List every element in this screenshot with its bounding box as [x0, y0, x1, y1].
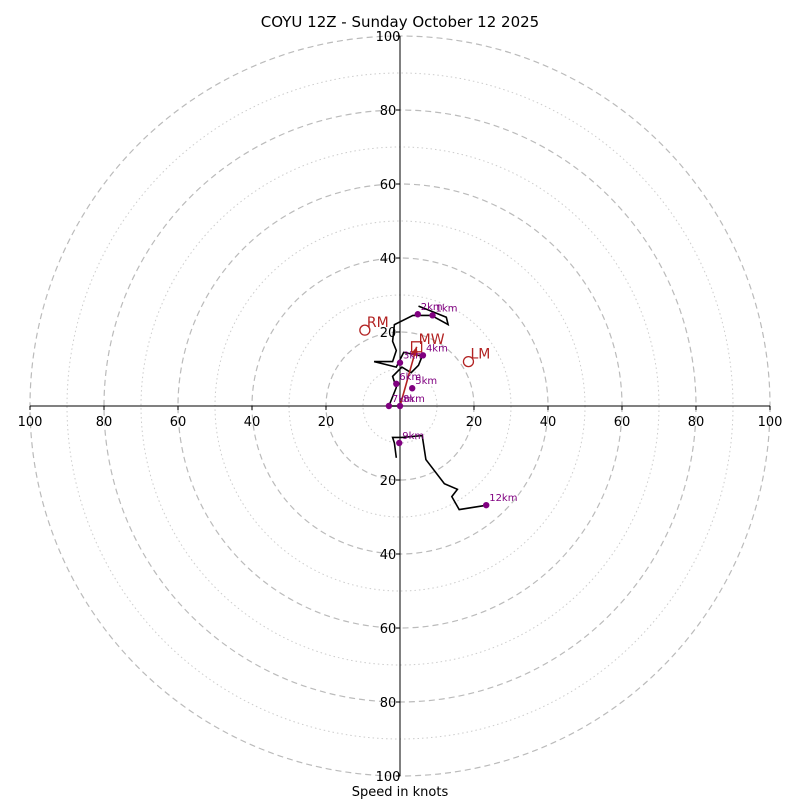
- height-label-9km: 9km: [402, 431, 424, 442]
- y-tick-label: 80: [380, 696, 397, 711]
- height-point-1km: [429, 312, 436, 319]
- y-tick-label: 20: [380, 474, 397, 489]
- height-label-8km: 8km: [403, 394, 425, 405]
- tick-labels: 100 80 60 40 20 20 40 60 80 100 100 80 60 40 20 20 40 60 8…: [18, 30, 783, 785]
- x-tick-label: 20: [466, 415, 483, 430]
- height-point-9km: [396, 439, 403, 447]
- x-tick-label: 20: [318, 415, 335, 430]
- hodograph-trace: [373, 305, 488, 511]
- height-point-5km: [409, 385, 416, 392]
- y-tick-label: 100: [376, 770, 401, 785]
- x-tick-label: 80: [96, 415, 113, 430]
- height-label-6km: 6km: [399, 372, 421, 383]
- chart-title: COYU 12Z - Sunday October 12 2025: [261, 13, 539, 31]
- marker-label-lm: LM: [470, 347, 490, 363]
- hodograph-line-lower: [391, 434, 488, 511]
- height-label-2km: 2km: [421, 302, 443, 313]
- height-point-6km: [393, 380, 400, 387]
- x-tick-label: 100: [758, 415, 783, 430]
- x-tick-label: 80: [688, 415, 705, 430]
- x-tick-label: 40: [540, 415, 557, 430]
- height-point-3km: [396, 359, 404, 366]
- x-tick-label: 60: [170, 415, 187, 430]
- height-point-2km: [414, 311, 421, 318]
- hodograph-line-upper: [373, 305, 450, 407]
- y-tick-label: 40: [380, 252, 397, 267]
- x-tick-label: 60: [614, 415, 631, 430]
- marker-label-mw: MW: [419, 332, 445, 348]
- height-label-1km: 1km: [436, 303, 458, 314]
- marker-label-rm: RM: [367, 315, 389, 331]
- y-tick-label: 20: [380, 326, 397, 341]
- marker-rm: [359, 324, 371, 336]
- y-tick-label: 60: [380, 622, 397, 637]
- x-tick-label: 40: [244, 415, 261, 430]
- height-point-8km: [396, 402, 404, 410]
- height-point-12km: [483, 501, 490, 509]
- y-tick-label: 100: [376, 30, 401, 45]
- height-label-5km: 5km: [415, 376, 437, 387]
- marker-mw: [410, 341, 423, 353]
- height-point-7km: [385, 402, 393, 410]
- x-axis-label: Speed in knots: [352, 785, 449, 800]
- marker-lm: [462, 355, 475, 368]
- mean-wind-vector: [399, 346, 418, 407]
- y-tick-label: 80: [380, 104, 397, 119]
- height-point-4km: [419, 352, 427, 359]
- height-label-12km: 12km: [489, 493, 517, 504]
- height-label-3km: 3km: [403, 351, 425, 362]
- x-tick-label: 100: [18, 415, 43, 430]
- y-tick-label: 60: [380, 178, 397, 193]
- height-label-4km: 4km: [426, 343, 448, 354]
- y-tick-label: 40: [380, 548, 397, 563]
- height-label-7km: 7km: [392, 394, 414, 405]
- motion-markers: RM LM MW: [359, 315, 490, 368]
